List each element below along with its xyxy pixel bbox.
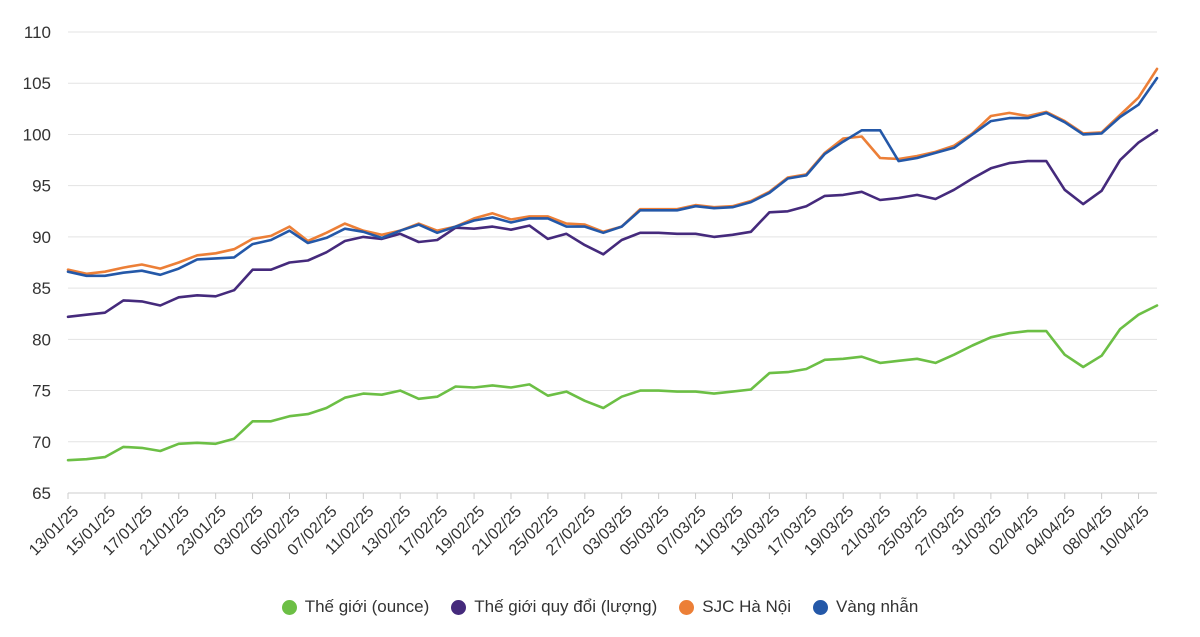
y-tick-label: 100 <box>23 125 51 144</box>
legend-item-the-gioi-quy-doi[interactable]: Thế giới quy đổi (lượng) <box>451 597 657 617</box>
legend-marker <box>451 599 467 615</box>
grid-lines <box>68 31 1157 443</box>
y-tick-label: 90 <box>32 228 51 247</box>
y-tick-label: 85 <box>32 279 51 298</box>
series-line-0 <box>66 304 1159 462</box>
y-tick-label: 95 <box>32 177 51 196</box>
legend-label: Thế giới quy đổi (lượng) <box>474 597 658 616</box>
y-tick-label: 105 <box>23 74 51 93</box>
series-lines <box>66 67 1159 462</box>
y-tick-label: 65 <box>32 484 51 503</box>
legend-marker <box>281 599 297 615</box>
legend-label: Thế giới (ounce) <box>304 597 430 616</box>
y-axis-ticks: 65 70 75 80 85 90 95 100 105 110 <box>23 23 51 503</box>
series-line-2 <box>66 67 1159 276</box>
legend-marker <box>679 599 695 615</box>
series-line-3 <box>66 76 1159 278</box>
legend-marker <box>813 599 829 615</box>
legend-item-sjc-ha-noi[interactable]: SJC Hà Nội <box>679 597 791 617</box>
legend-item-the-gioi-ounce[interactable]: Thế giới (ounce) <box>281 597 430 617</box>
y-tick-label: 70 <box>32 433 51 452</box>
legend-item-vang-nhan[interactable]: Vàng nhẫn <box>813 597 918 617</box>
y-tick-label: 110 <box>24 23 51 42</box>
legend-label: SJC Hà Nội <box>702 597 792 616</box>
chart-legend: Thế giới (ounce) Thế giới quy đổi (lượng… <box>0 597 1200 617</box>
legend-label: Vàng nhẫn <box>836 597 919 616</box>
series-line-1 <box>66 129 1159 319</box>
y-tick-label: 80 <box>32 330 51 349</box>
y-tick-label: 75 <box>32 382 51 401</box>
x-axis-ticks: 13/01/2515/01/2517/01/2521/01/2523/01/25… <box>26 493 1153 559</box>
